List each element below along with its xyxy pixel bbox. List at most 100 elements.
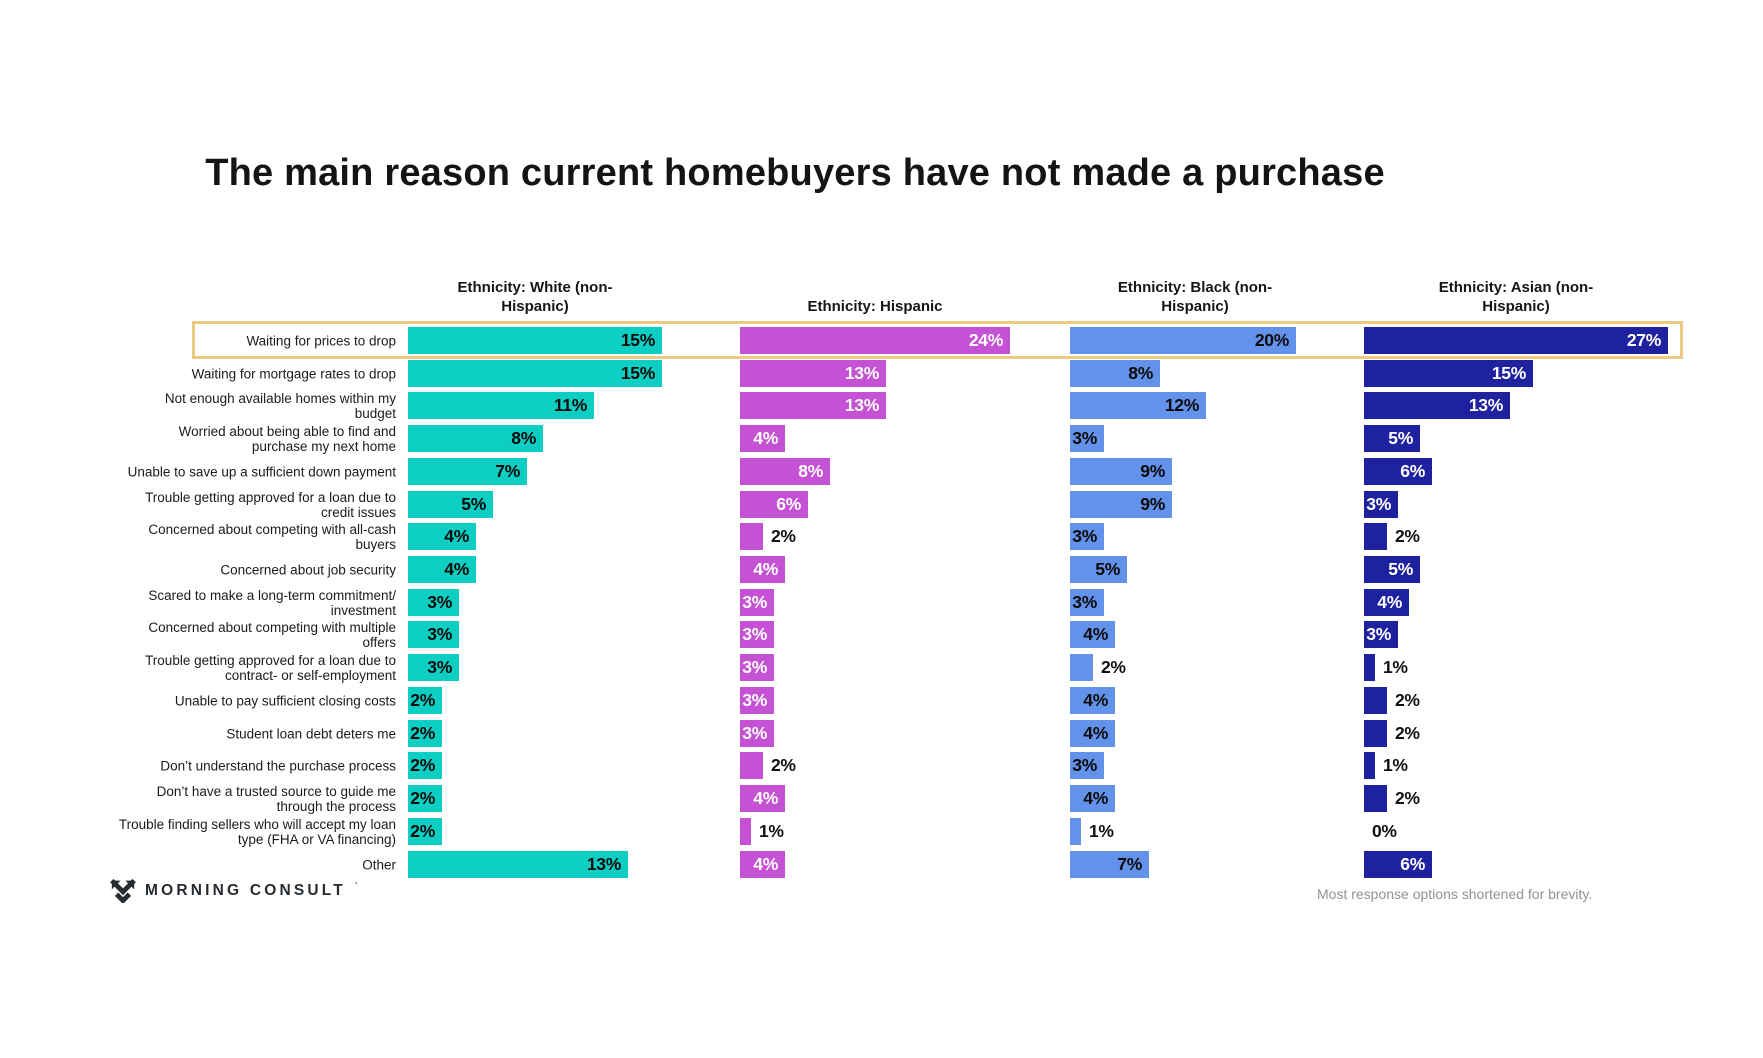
bar: 5% <box>408 491 493 518</box>
bar: 4% <box>1070 785 1115 812</box>
chart-row: Don’t understand the purchase process 2% 2… <box>0 752 1763 779</box>
bar-value-label: 4% <box>753 559 778 579</box>
bar-value-label: 6% <box>1400 854 1425 874</box>
bar-value-label: 3% <box>742 657 767 677</box>
bar: 3% <box>1364 491 1398 518</box>
bar: 5% <box>1364 425 1420 452</box>
chart-row: Trouble getting approved for a loan due … <box>0 653 1763 683</box>
bar: 3% <box>740 687 774 714</box>
category-label: Not enough available homes within my bud… <box>164 390 396 421</box>
bar: 4% <box>1070 687 1115 714</box>
bar-value-label: 2% <box>410 788 435 808</box>
bar-value-label: 8% <box>511 428 536 448</box>
category-label: Trouble getting approved for a loan due … <box>145 489 396 520</box>
bar: 3% <box>1070 752 1104 779</box>
bar: 9% <box>1070 458 1172 485</box>
category-label: Other <box>362 857 396 872</box>
bar: 5% <box>1364 556 1420 583</box>
bar <box>1364 687 1387 714</box>
brand-logo: MORNING CONSULT ’ <box>110 878 357 904</box>
bar: 13% <box>740 360 886 387</box>
bar <box>1364 720 1387 747</box>
bar: 27% <box>1364 327 1668 354</box>
bar: 9% <box>1070 491 1172 518</box>
bar-value-label: 20% <box>1254 330 1289 350</box>
bar: 8% <box>740 458 830 485</box>
bar: 3% <box>740 654 774 681</box>
chart-row: Student loan debt deters me 2% 3% 4% 2% <box>0 720 1763 747</box>
chart-row: Not enough available homes within my bud… <box>0 390 1763 421</box>
column-header-black: Ethnicity: Black (non-Hispanic) <box>1117 279 1273 315</box>
bar: 13% <box>1364 392 1510 419</box>
bar-value-label: 3% <box>1366 624 1391 644</box>
category-label: Concerned about job security <box>220 562 396 577</box>
bar-value-label: 2% <box>410 723 435 743</box>
bar: 4% <box>740 425 785 452</box>
category-label: Trouble finding sellers who will accept … <box>118 816 396 847</box>
column-header-white: Ethnicity: White (non-Hispanic) <box>457 279 613 315</box>
bar: 15% <box>408 327 662 354</box>
bar-value-label: 13% <box>586 854 621 874</box>
bar: 4% <box>1070 621 1115 648</box>
brand-name: MORNING CONSULT <box>145 882 346 899</box>
bar-value-label: 15% <box>1491 363 1526 383</box>
bar-value-label: 6% <box>776 494 801 514</box>
bar: 3% <box>408 654 459 681</box>
bar-value-label: 4% <box>1083 723 1108 743</box>
bar-value-label: 3% <box>742 592 767 612</box>
bar-value-label: 3% <box>1072 755 1097 775</box>
bar-value-label: 2% <box>1395 723 1420 743</box>
category-label: Unable to pay sufficient closing costs <box>174 693 396 708</box>
bar-value-label: 13% <box>844 363 879 383</box>
bar-value-label: 3% <box>427 592 452 612</box>
bar-value-label: 3% <box>427 624 452 644</box>
bar: 7% <box>408 458 527 485</box>
chart-title: The main reason current homebuyers have … <box>205 152 1385 194</box>
bar: 3% <box>408 589 459 616</box>
bar <box>1364 785 1387 812</box>
bar-value-label: 8% <box>1128 363 1153 383</box>
bar-value-label: 2% <box>1395 690 1420 710</box>
bar-value-label: 4% <box>1083 690 1108 710</box>
bar: 3% <box>740 589 774 616</box>
bar: 15% <box>408 360 662 387</box>
bar-value-label: 3% <box>427 657 452 677</box>
chart-row: Trouble finding sellers who will accept … <box>0 816 1763 847</box>
bar-value-label: 4% <box>1083 788 1108 808</box>
bar-value-label: 5% <box>1388 428 1413 448</box>
category-label: Scared to make a long-term commitment/ i… <box>148 587 396 618</box>
bar-value-label: 3% <box>742 690 767 710</box>
bar: 2% <box>408 687 442 714</box>
bar: 12% <box>1070 392 1206 419</box>
bar-value-label: 11% <box>553 395 587 415</box>
bar-value-label: 3% <box>1366 494 1391 514</box>
bar-value-label: 2% <box>410 690 435 710</box>
bar-value-label: 3% <box>1072 428 1097 448</box>
chart-row: Concerned about competing with multiple … <box>0 619 1763 650</box>
bar-value-label: 15% <box>620 330 655 350</box>
bar-value-label: 2% <box>771 526 796 546</box>
bar: 20% <box>1070 327 1296 354</box>
category-label: Concerned about competing with all-cash … <box>148 521 396 552</box>
chart-row: Trouble getting approved for a loan due … <box>0 489 1763 520</box>
bar-value-label: 1% <box>1089 821 1114 841</box>
chart-row: Concerned about competing with all-cash … <box>0 521 1763 552</box>
bar-value-label: 4% <box>753 854 778 874</box>
bar-value-label: 2% <box>410 755 435 775</box>
chart-row: Waiting for prices to drop 15% 24% 20% 27% <box>0 327 1763 354</box>
bar-value-label: 3% <box>742 723 767 743</box>
bar <box>1070 818 1081 845</box>
category-label: Concerned about competing with multiple … <box>148 619 396 650</box>
chart-row: Concerned about job security 4% 4% 5% 5% <box>0 556 1763 583</box>
bar-value-label: 2% <box>771 755 796 775</box>
bar: 8% <box>408 425 543 452</box>
chart-row: Don’t have a trusted source to guide me … <box>0 784 1763 814</box>
bar: 7% <box>1070 851 1149 878</box>
bar-value-label: 6% <box>1400 461 1425 481</box>
bar-value-label: 5% <box>1388 559 1413 579</box>
trademark-tick: ’ <box>354 880 358 892</box>
bar-value-label: 3% <box>742 624 767 644</box>
bar: 13% <box>408 851 628 878</box>
highlight-outline <box>192 321 1683 359</box>
